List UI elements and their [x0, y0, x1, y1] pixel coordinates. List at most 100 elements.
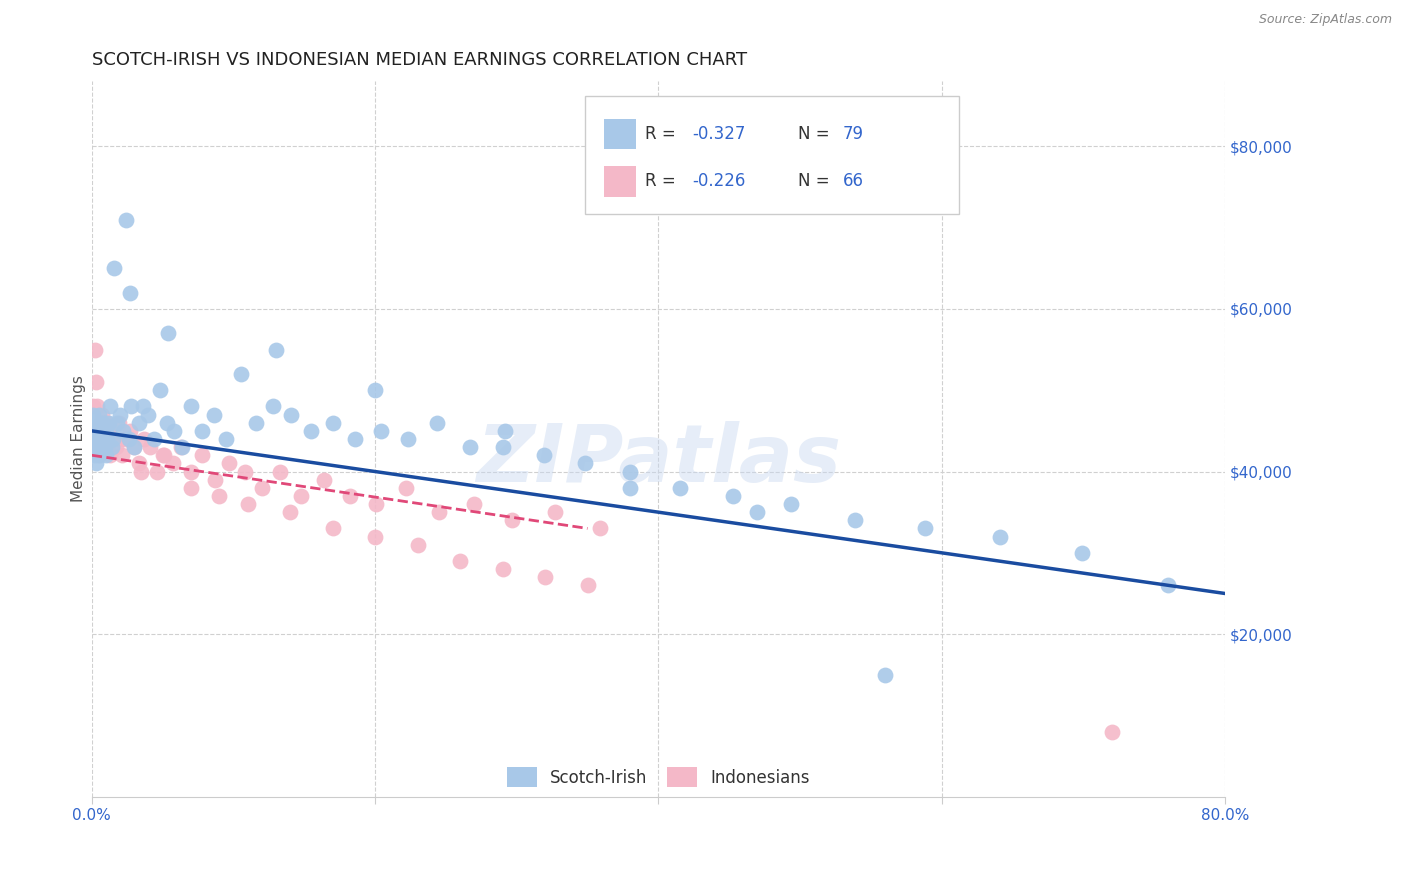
Point — [132, 400, 155, 414]
Point — [93, 432, 115, 446]
Point — [93, 440, 115, 454]
Point — [101, 432, 124, 446]
Point — [139, 440, 162, 454]
Point — [143, 432, 166, 446]
Text: R =: R = — [645, 172, 681, 191]
Point — [86, 400, 108, 414]
Text: N =: N = — [797, 172, 835, 191]
Bar — [605, 167, 636, 196]
Point — [138, 408, 160, 422]
Point — [245, 416, 267, 430]
Point — [218, 457, 240, 471]
Point — [1070, 546, 1092, 560]
Point — [105, 416, 128, 430]
Point — [180, 465, 202, 479]
Point — [299, 424, 322, 438]
Point — [114, 432, 136, 446]
Point — [91, 432, 114, 446]
Point — [364, 530, 387, 544]
Point — [152, 448, 174, 462]
Point — [91, 416, 114, 430]
Point — [108, 408, 131, 422]
Point — [111, 424, 134, 438]
Point — [89, 416, 111, 430]
Point — [90, 424, 112, 438]
Point — [988, 530, 1011, 544]
Point — [82, 440, 104, 454]
Point — [153, 448, 176, 462]
Point — [396, 432, 419, 446]
Point — [97, 424, 120, 438]
Point — [118, 285, 141, 300]
Point — [344, 432, 367, 446]
Point — [84, 424, 107, 438]
Text: ZIPatlas: ZIPatlas — [475, 422, 841, 500]
Text: 79: 79 — [844, 125, 865, 143]
Point — [83, 343, 105, 357]
Point — [82, 408, 104, 422]
Point — [128, 416, 150, 430]
Point — [172, 440, 194, 454]
Point — [87, 448, 110, 462]
Point — [290, 489, 312, 503]
Point — [157, 326, 180, 341]
Point — [91, 424, 114, 438]
Point — [94, 416, 117, 430]
Point — [87, 408, 110, 422]
Point — [89, 432, 111, 446]
Point — [262, 400, 284, 414]
Point — [278, 505, 301, 519]
Point — [364, 383, 387, 397]
Point — [163, 424, 186, 438]
Point — [124, 440, 146, 454]
Point — [589, 521, 612, 535]
Point — [83, 448, 105, 462]
Point — [86, 432, 108, 446]
Text: Source: ZipAtlas.com: Source: ZipAtlas.com — [1258, 13, 1392, 27]
Point — [89, 440, 111, 454]
Point — [83, 440, 105, 454]
Point — [83, 416, 105, 430]
Point — [202, 408, 225, 422]
Point — [574, 457, 596, 471]
Point — [264, 343, 287, 357]
Point — [844, 513, 866, 527]
Point — [90, 440, 112, 454]
Point — [118, 424, 141, 438]
Point — [426, 416, 449, 430]
Point — [501, 513, 523, 527]
Point — [427, 505, 450, 519]
Y-axis label: Median Earnings: Median Earnings — [72, 376, 86, 502]
Point — [107, 416, 129, 430]
Text: 66: 66 — [844, 172, 865, 191]
Point — [94, 424, 117, 438]
Point — [96, 440, 118, 454]
Point — [86, 440, 108, 454]
Point — [101, 432, 124, 446]
Point — [366, 497, 388, 511]
Point — [215, 432, 238, 446]
Text: -0.327: -0.327 — [692, 125, 745, 143]
Point — [370, 424, 392, 438]
Point — [110, 448, 132, 462]
Point — [463, 497, 485, 511]
Point — [322, 416, 344, 430]
Point — [162, 457, 184, 471]
Point — [87, 424, 110, 438]
Point — [533, 448, 555, 462]
Point — [108, 432, 131, 446]
Point — [180, 400, 202, 414]
Point — [619, 465, 641, 479]
Point — [269, 465, 291, 479]
Point — [82, 432, 104, 446]
Point — [747, 505, 769, 519]
Point — [494, 424, 516, 438]
Point — [84, 432, 107, 446]
Point — [204, 473, 226, 487]
Point — [82, 400, 104, 414]
Point — [406, 538, 429, 552]
Point — [124, 440, 146, 454]
Point — [233, 465, 256, 479]
Point — [236, 497, 259, 511]
Point — [191, 424, 214, 438]
